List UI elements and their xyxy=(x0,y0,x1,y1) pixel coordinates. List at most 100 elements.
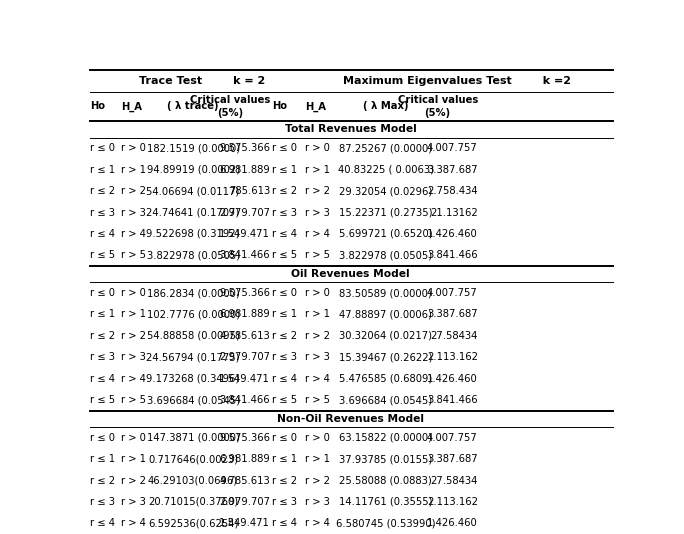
Text: r ≤ 5: r ≤ 5 xyxy=(272,250,298,260)
Text: 9.575.366: 9.575.366 xyxy=(219,288,270,298)
Text: r > 0: r > 0 xyxy=(306,288,330,298)
Text: r ≤ 5: r ≤ 5 xyxy=(90,395,115,405)
Text: 6.981.889: 6.981.889 xyxy=(220,454,270,464)
Text: 94.89919 (0.0002): 94.89919 (0.0002) xyxy=(146,165,239,175)
Text: r ≤ 0: r ≤ 0 xyxy=(90,143,115,153)
Text: 24.56794 (0.1775): 24.56794 (0.1775) xyxy=(146,352,240,362)
Text: r > 1: r > 1 xyxy=(121,310,146,319)
Text: r > 3: r > 3 xyxy=(121,352,146,362)
Text: r > 0: r > 0 xyxy=(121,288,146,298)
Text: r > 1: r > 1 xyxy=(121,165,146,175)
Text: r ≤ 3: r ≤ 3 xyxy=(90,352,115,362)
Text: r ≤ 1: r ≤ 1 xyxy=(272,454,298,464)
Text: 2.979.707: 2.979.707 xyxy=(219,352,270,362)
Text: r > 5: r > 5 xyxy=(306,250,330,260)
Text: 63.15822 (0.0000): 63.15822 (0.0000) xyxy=(339,433,432,443)
Text: 3.387.687: 3.387.687 xyxy=(427,165,477,175)
Text: 27.58434: 27.58434 xyxy=(430,476,477,485)
Text: r > 3: r > 3 xyxy=(306,352,330,362)
Text: 9.575.366: 9.575.366 xyxy=(219,143,270,153)
Text: r ≤ 0: r ≤ 0 xyxy=(272,288,297,298)
Text: r ≤ 2: r ≤ 2 xyxy=(272,331,298,341)
Text: r > 1: r > 1 xyxy=(306,310,330,319)
Text: r ≤ 3: r ≤ 3 xyxy=(272,497,297,507)
Text: ( λ trace): ( λ trace) xyxy=(168,101,219,112)
Text: 3.841.466: 3.841.466 xyxy=(427,250,477,260)
Text: 25.58088 (0.0883): 25.58088 (0.0883) xyxy=(339,476,432,485)
Text: 3.387.687: 3.387.687 xyxy=(427,310,477,319)
Text: r > 1: r > 1 xyxy=(306,165,330,175)
Text: 46.29103(0.0696): 46.29103(0.0696) xyxy=(148,476,238,485)
Text: r > 2: r > 2 xyxy=(121,331,146,341)
Text: 2.758.434: 2.758.434 xyxy=(427,186,477,196)
Text: Ho: Ho xyxy=(272,101,287,112)
Text: r > 0: r > 0 xyxy=(121,143,146,153)
Text: r ≤ 1: r ≤ 1 xyxy=(272,310,298,319)
Text: r ≤ 1: r ≤ 1 xyxy=(90,310,115,319)
Text: r > 0: r > 0 xyxy=(121,433,146,443)
Text: 6.981.889: 6.981.889 xyxy=(220,165,270,175)
Text: Non-Oil Revenues Model: Non-Oil Revenues Model xyxy=(277,414,424,424)
Text: r > 4: r > 4 xyxy=(121,374,146,383)
Text: Critical values
(5%): Critical values (5%) xyxy=(397,95,477,117)
Text: r > 4: r > 4 xyxy=(306,519,330,528)
Text: r ≤ 4: r ≤ 4 xyxy=(272,374,297,383)
Text: r > 4: r > 4 xyxy=(121,519,146,528)
Text: r > 5: r > 5 xyxy=(121,395,146,405)
Text: 54.88858 (0.0095): 54.88858 (0.0095) xyxy=(146,331,239,341)
Text: r > 5: r > 5 xyxy=(306,395,330,405)
Text: 0.717646(0.0023): 0.717646(0.0023) xyxy=(148,454,238,464)
Text: 6.592536(0.6254): 6.592536(0.6254) xyxy=(148,519,238,528)
Text: 3.822978 (0.0505): 3.822978 (0.0505) xyxy=(146,250,239,260)
Text: r ≤ 4: r ≤ 4 xyxy=(272,229,297,239)
Text: 5.699721 (0.6520): 5.699721 (0.6520) xyxy=(339,229,432,239)
Text: r ≤ 0: r ≤ 0 xyxy=(272,143,297,153)
Text: 5.476585 (0.6809): 5.476585 (0.6809) xyxy=(339,374,432,383)
Text: 3.822978 (0.0505): 3.822978 (0.0505) xyxy=(339,250,432,260)
Text: r ≤ 1: r ≤ 1 xyxy=(272,165,298,175)
Text: 15.22371 (0.2735): 15.22371 (0.2735) xyxy=(339,208,432,217)
Text: 3.696684 (0.0545): 3.696684 (0.0545) xyxy=(339,395,432,405)
Text: 2.979.707: 2.979.707 xyxy=(219,208,270,217)
Text: r ≤ 2: r ≤ 2 xyxy=(272,186,298,196)
Text: r > 0: r > 0 xyxy=(306,433,330,443)
Text: 6.580745 (0.53990): 6.580745 (0.53990) xyxy=(336,519,435,528)
Text: H_A: H_A xyxy=(121,101,142,112)
Text: Maximum Eigenvalues Test        k =2: Maximum Eigenvalues Test k =2 xyxy=(343,76,570,86)
Text: 9.173268 (0.3496): 9.173268 (0.3496) xyxy=(146,374,239,383)
Text: r > 4: r > 4 xyxy=(306,229,330,239)
Text: r ≤ 5: r ≤ 5 xyxy=(90,250,115,260)
Text: 83.50589 (0.0000): 83.50589 (0.0000) xyxy=(339,288,432,298)
Text: r > 3: r > 3 xyxy=(306,497,330,507)
Text: r ≤ 3: r ≤ 3 xyxy=(272,352,297,362)
Text: r ≤ 1: r ≤ 1 xyxy=(90,454,115,464)
Text: r > 2: r > 2 xyxy=(121,476,146,485)
Text: r ≤ 3: r ≤ 3 xyxy=(90,497,115,507)
Text: 4.785.613: 4.785.613 xyxy=(220,476,270,485)
Text: r ≤ 4: r ≤ 4 xyxy=(272,519,297,528)
Text: 37.93785 (0.0155): 37.93785 (0.0155) xyxy=(339,454,432,464)
Text: 1.549.471: 1.549.471 xyxy=(219,229,270,239)
Text: 15.39467 (0.2622): 15.39467 (0.2622) xyxy=(339,352,432,362)
Text: 3.387.687: 3.387.687 xyxy=(427,454,477,464)
Text: Total Revenues Model: Total Revenues Model xyxy=(285,124,417,135)
Text: 20.71015(0.3760): 20.71015(0.3760) xyxy=(148,497,238,507)
Text: r ≤ 5: r ≤ 5 xyxy=(272,395,298,405)
Text: 27.58434: 27.58434 xyxy=(430,331,477,341)
Text: 785.613: 785.613 xyxy=(228,186,270,196)
Text: 9.522698 (0.3192): 9.522698 (0.3192) xyxy=(146,229,240,239)
Text: 3.841.466: 3.841.466 xyxy=(220,250,270,260)
Text: 4.785.613: 4.785.613 xyxy=(220,331,270,341)
Text: 9.575.366: 9.575.366 xyxy=(219,433,270,443)
Text: ( λ Max): ( λ Max) xyxy=(363,101,408,112)
Text: 3.841.466: 3.841.466 xyxy=(427,395,477,405)
Text: r > 4: r > 4 xyxy=(121,229,146,239)
Text: 186.2834 (0.0000): 186.2834 (0.0000) xyxy=(147,288,239,298)
Text: 47.88897 (0.0006): 47.88897 (0.0006) xyxy=(339,310,432,319)
Text: 14.11761 (0.3555): 14.11761 (0.3555) xyxy=(339,497,432,507)
Text: 2.113.162: 2.113.162 xyxy=(427,352,477,362)
Text: r > 2: r > 2 xyxy=(121,186,146,196)
Text: r ≤ 0: r ≤ 0 xyxy=(90,288,115,298)
Text: r > 2: r > 2 xyxy=(306,186,330,196)
Text: Ho: Ho xyxy=(90,101,105,112)
